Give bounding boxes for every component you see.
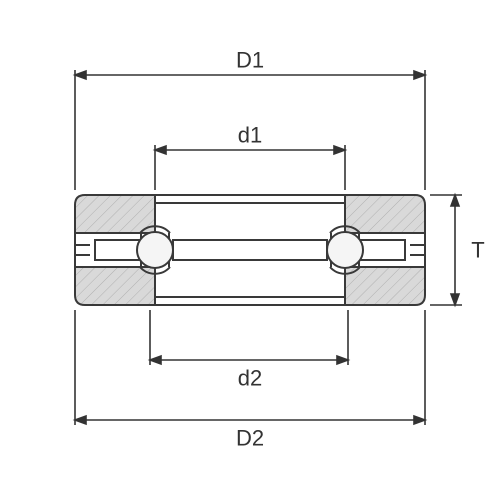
top-washer-right — [345, 195, 425, 233]
label-D1: D1 — [236, 48, 264, 73]
bottom-washer-bridge — [155, 297, 345, 305]
top-washer-left — [75, 195, 155, 233]
bottom-washer-right — [345, 267, 425, 305]
dim-d1 — [155, 145, 345, 190]
cage-mid — [173, 240, 327, 260]
ball-right — [327, 232, 363, 268]
ball-left — [137, 232, 173, 268]
cage-r — [357, 240, 405, 260]
diagram-container: D1 d1 d2 D2 T — [0, 0, 500, 500]
cage-l — [95, 240, 143, 260]
top-washer-bridge — [155, 195, 345, 203]
label-T: T — [471, 238, 484, 263]
bearing-diagram: D1 d1 d2 D2 T — [0, 0, 500, 500]
label-d2: d2 — [238, 366, 262, 391]
dim-T — [430, 195, 462, 305]
dim-d2 — [150, 310, 348, 365]
label-D2: D2 — [236, 426, 264, 451]
label-d1: d1 — [238, 123, 262, 148]
bottom-washer-left — [75, 267, 155, 305]
